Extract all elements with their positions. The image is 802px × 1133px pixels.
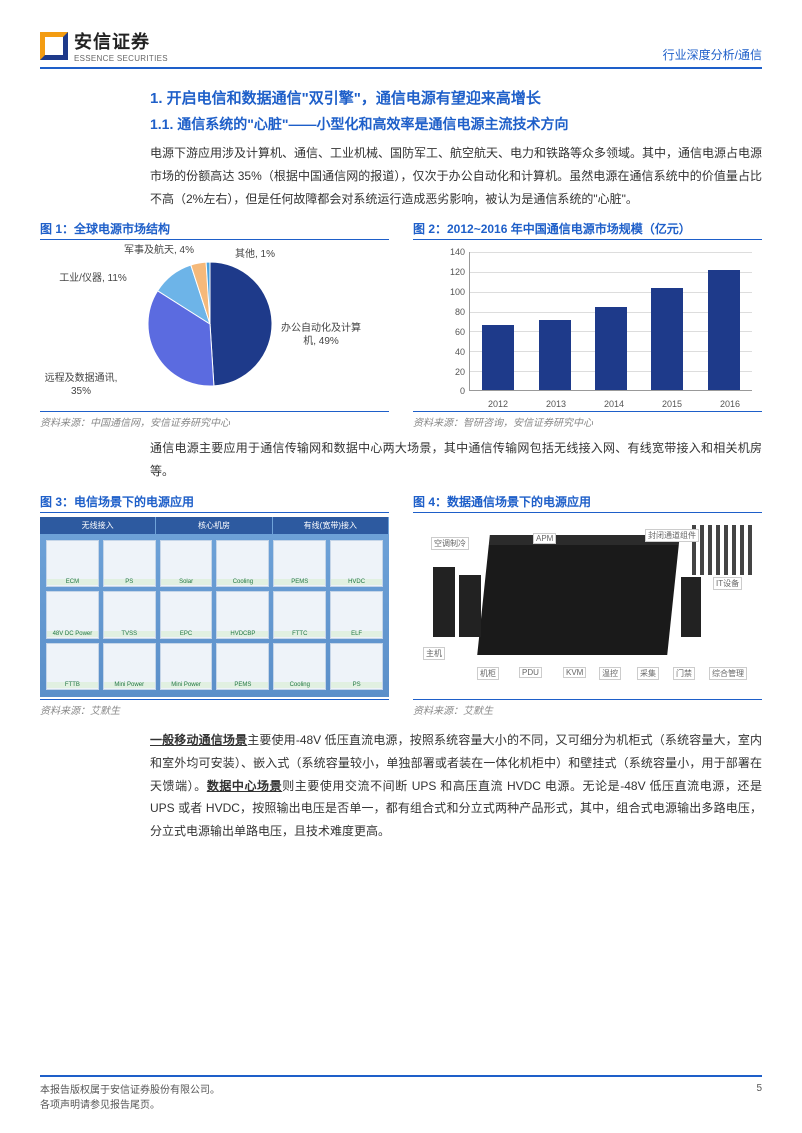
fig2-source: 资料来源：智研咨询，安信证券研究中心: [413, 411, 762, 429]
datacenter-label: 门禁: [673, 667, 695, 680]
equip-box: PEMS: [273, 540, 326, 587]
footer-line1: 本报告版权属于安信证券股份有限公司。: [40, 1083, 220, 1098]
datacenter-cabinet: [459, 575, 481, 637]
equip-box: PEMS: [216, 643, 269, 690]
figure-1: 图 1：全球电源市场结构 办公自动化及计算机, 49%远程及数据通讯, 35%工…: [40, 220, 389, 429]
equip-tab: 核心机房: [156, 517, 272, 534]
header-rule: [40, 67, 762, 69]
equip-box: HVDCBP: [216, 591, 269, 638]
figure-2: 图 2：2012~2016 年中国通信电源市场规模（亿元） 0 20 40 60 80 1…: [413, 220, 762, 429]
equip-box: PS: [330, 643, 383, 690]
bar-ytick: 100: [450, 287, 465, 297]
paragraph-2: 通信电源主要应用于通信传输网和数据中心两大场景，其中通信传输网包括无线接入网、有…: [150, 437, 762, 483]
pie-label: 远程及数据通讯, 35%: [36, 372, 126, 398]
bar-ytick: 20: [455, 367, 465, 377]
equip-box: Mini Power: [103, 643, 156, 690]
bar: [539, 320, 571, 390]
equip-box: ELF: [330, 591, 383, 638]
figure-4: 图 4：数据通信场景下的电源应用 空调制冷 APM 封闭通道组件机柜 PDU KVM 温控…: [413, 493, 762, 717]
page-number: 5: [756, 1083, 762, 1113]
equip-tab: 无线接入: [40, 517, 156, 534]
fig3-image: 无线接入核心机房有线(宽带)接入 ECMPSSolarCoolingPEMSHV…: [40, 517, 389, 697]
doc-category: 行业深度分析/通信: [663, 46, 762, 63]
pie-svg: [140, 254, 280, 394]
bar-ytick: 40: [455, 347, 465, 357]
figure-3: 图 3：电信场景下的电源应用 无线接入核心机房有线(宽带)接入 ECMPSSol…: [40, 493, 389, 717]
p3-key2: 数据中心场景: [207, 779, 282, 793]
p3-key1: 一般移动通信场景: [150, 733, 247, 747]
cable-tray-icon: [692, 525, 752, 575]
fig3-source: 资料来源：艾默生: [40, 699, 389, 717]
fig1-title: 图 1：全球电源市场结构: [40, 220, 389, 240]
equip-tab: 有线(宽带)接入: [273, 517, 389, 534]
equip-box: PS: [103, 540, 156, 587]
datacenter-label: 空调制冷: [431, 537, 469, 550]
equip-box: Cooling: [216, 540, 269, 587]
pie-label: 军事及航天, 4%: [114, 244, 204, 257]
datacenter-label: APM: [533, 533, 556, 544]
pie-label: 工业/仪器, 11%: [48, 272, 138, 285]
datacenter-label: 综合管理: [709, 667, 747, 680]
datacenter-label: KVM: [563, 667, 586, 678]
fig2-title: 图 2：2012~2016 年中国通信电源市场规模（亿元）: [413, 220, 762, 240]
logo-cn: 安信证券: [74, 28, 168, 54]
equip-box: 48V DC Power: [46, 591, 99, 638]
datacenter-cabinet: [433, 567, 455, 637]
fig3-title: 图 3：电信场景下的电源应用: [40, 493, 389, 513]
fig4-title: 图 4：数据通信场景下的电源应用: [413, 493, 762, 513]
page-header: 安信证券 ESSENCE SECURITIES 行业深度分析/通信: [40, 28, 762, 63]
page-footer: 本报告版权属于安信证券股份有限公司。 各项声明请参见报告尾页。 5: [40, 1075, 762, 1113]
pie-slice: [210, 262, 272, 386]
equip-box: FTTC: [273, 591, 326, 638]
bar-ytick: 0: [460, 386, 465, 396]
equip-box: ECM: [46, 540, 99, 587]
datacenter-label: PDU: [519, 667, 542, 678]
datacenter-label: 封闭通道组件: [645, 529, 699, 542]
bar-ytick: 80: [455, 307, 465, 317]
fig1-source: 资料来源：中国通信网，安信证券研究中心: [40, 411, 389, 429]
bar-gridline: [470, 252, 752, 253]
bar-ytick: 120: [450, 267, 465, 277]
equip-box: TVSS: [103, 591, 156, 638]
pie-label: 其他, 1%: [210, 248, 300, 261]
datacenter-cabinet: [681, 577, 701, 637]
equip-box: FTTB: [46, 643, 99, 690]
equip-box: EPC: [160, 591, 213, 638]
logo-en: ESSENCE SECURITIES: [74, 54, 168, 63]
fig1-chart: 办公自动化及计算机, 49%远程及数据通讯, 35%工业/仪器, 11%军事及航…: [40, 244, 389, 409]
bar: [482, 325, 514, 390]
bar-ytick: 60: [455, 327, 465, 337]
logo-mark-icon: [40, 32, 68, 60]
section-h1: 1. 开启电信和数据通信"双引擎"，通信电源有望迎来高增长: [150, 87, 762, 108]
bar: [708, 270, 740, 390]
datacenter-label: 主机: [423, 647, 445, 660]
paragraph-1: 电源下游应用涉及计算机、通信、工业机械、国防军工、航空航天、电力和铁路等众多领域…: [150, 142, 762, 210]
equip-box: Cooling: [273, 643, 326, 690]
datacenter-label: 采集: [637, 667, 659, 680]
datacenter-label: 机柜: [477, 667, 499, 680]
datacenter-label: IT设备: [713, 577, 742, 590]
fig2-chart: 020406080100120140 20122013201420152016: [413, 244, 762, 409]
equip-box: Solar: [160, 540, 213, 587]
bar: [595, 307, 627, 391]
fig4-image: 空调制冷 APM 封闭通道组件机柜 PDU KVM 温控 采集 门禁 综合管理 主机 IT设备: [413, 517, 762, 697]
fig4-source: 资料来源：艾默生: [413, 699, 762, 717]
datacenter-label: 温控: [599, 667, 621, 680]
datacenter-rack: [477, 545, 679, 655]
section-h2: 1.1. 通信系统的"心脏"——小型化和高效率是通信电源主流技术方向: [150, 114, 762, 134]
equip-box: HVDC: [330, 540, 383, 587]
paragraph-3: 一般移动通信场景主要使用-48V 低压直流电源，按照系统容量大小的不同，又可细分…: [150, 729, 762, 843]
bar: [651, 288, 683, 391]
bar-ytick: 140: [450, 247, 465, 257]
pie-label: 办公自动化及计算机, 49%: [276, 322, 366, 348]
logo: 安信证券 ESSENCE SECURITIES: [40, 28, 168, 63]
equip-box: Mini Power: [160, 643, 213, 690]
footer-line2: 各项声明请参见报告尾页。: [40, 1098, 220, 1113]
